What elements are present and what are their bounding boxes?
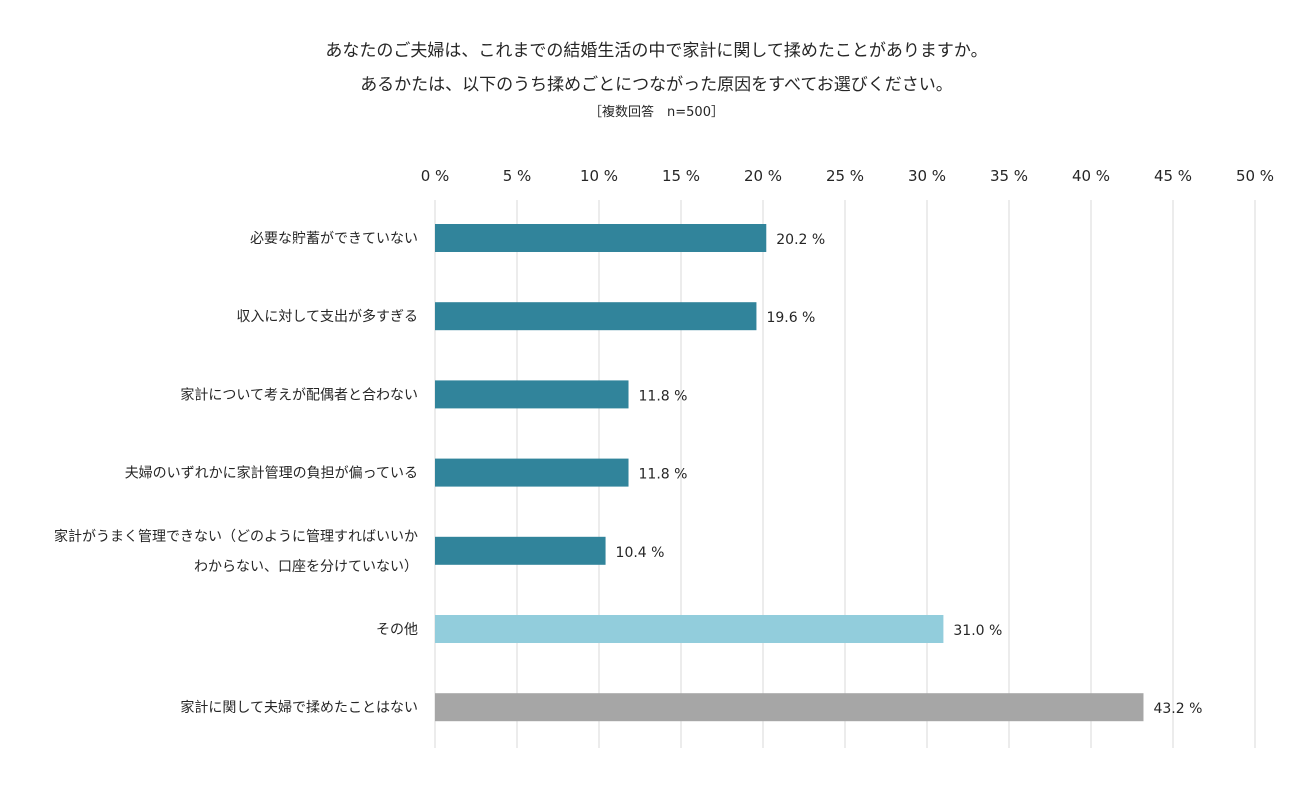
x-tick-label: 5 % bbox=[503, 167, 532, 185]
category-label: 夫婦のいずれかに家計管理の負担が偏っている bbox=[125, 465, 418, 482]
category-label: その他 bbox=[376, 622, 418, 638]
category-label: わからない、口座を分けていない） bbox=[194, 559, 418, 575]
chart-subtitle: ［複数回答 n=500］ bbox=[589, 105, 724, 120]
bar bbox=[435, 380, 629, 409]
value-label: 11.8 % bbox=[639, 388, 688, 404]
value-label: 43.2 % bbox=[1153, 701, 1202, 717]
value-label: 10.4 % bbox=[616, 545, 665, 561]
chart-title: あなたのご夫婦は、これまでの結婚生活の中で家計に関して揉めたことがありますか。 bbox=[325, 41, 988, 61]
x-tick-label: 30 % bbox=[908, 167, 946, 185]
x-tick-label: 20 % bbox=[744, 167, 782, 185]
category-label: 家計がうまく管理できない（どのように管理すればいいか bbox=[54, 528, 418, 545]
x-tick-label: 45 % bbox=[1154, 167, 1192, 185]
x-tick-label: 25 % bbox=[826, 167, 864, 185]
value-label: 19.6 % bbox=[766, 310, 815, 326]
value-label: 11.8 % bbox=[639, 467, 688, 483]
x-tick-label: 0 % bbox=[421, 167, 450, 185]
value-label: 31.0 % bbox=[953, 623, 1002, 639]
bar bbox=[435, 458, 629, 487]
x-tick-label: 10 % bbox=[580, 167, 618, 185]
bar bbox=[435, 536, 606, 565]
bar bbox=[435, 615, 944, 643]
category-label: 家計について考えが配偶者と合わない bbox=[180, 386, 418, 403]
x-tick-label: 50 % bbox=[1236, 167, 1274, 185]
bar bbox=[435, 693, 1144, 722]
value-label: 20.2 % bbox=[776, 232, 825, 248]
bar bbox=[435, 302, 757, 331]
bar bbox=[435, 224, 767, 252]
category-label: 必要な貯蓄ができていない bbox=[250, 231, 418, 247]
chart-title-line-2: あるかたは、以下のうち揉めごとにつながった原因をすべてお選びください。 bbox=[360, 75, 953, 95]
category-label: 家計に関して夫婦で揉めたことはない bbox=[180, 699, 418, 716]
category-label: 収入に対して支出が多すぎる bbox=[236, 308, 418, 325]
x-tick-label: 40 % bbox=[1072, 167, 1110, 185]
x-tick-label: 15 % bbox=[662, 167, 700, 185]
x-tick-label: 35 % bbox=[990, 167, 1028, 185]
